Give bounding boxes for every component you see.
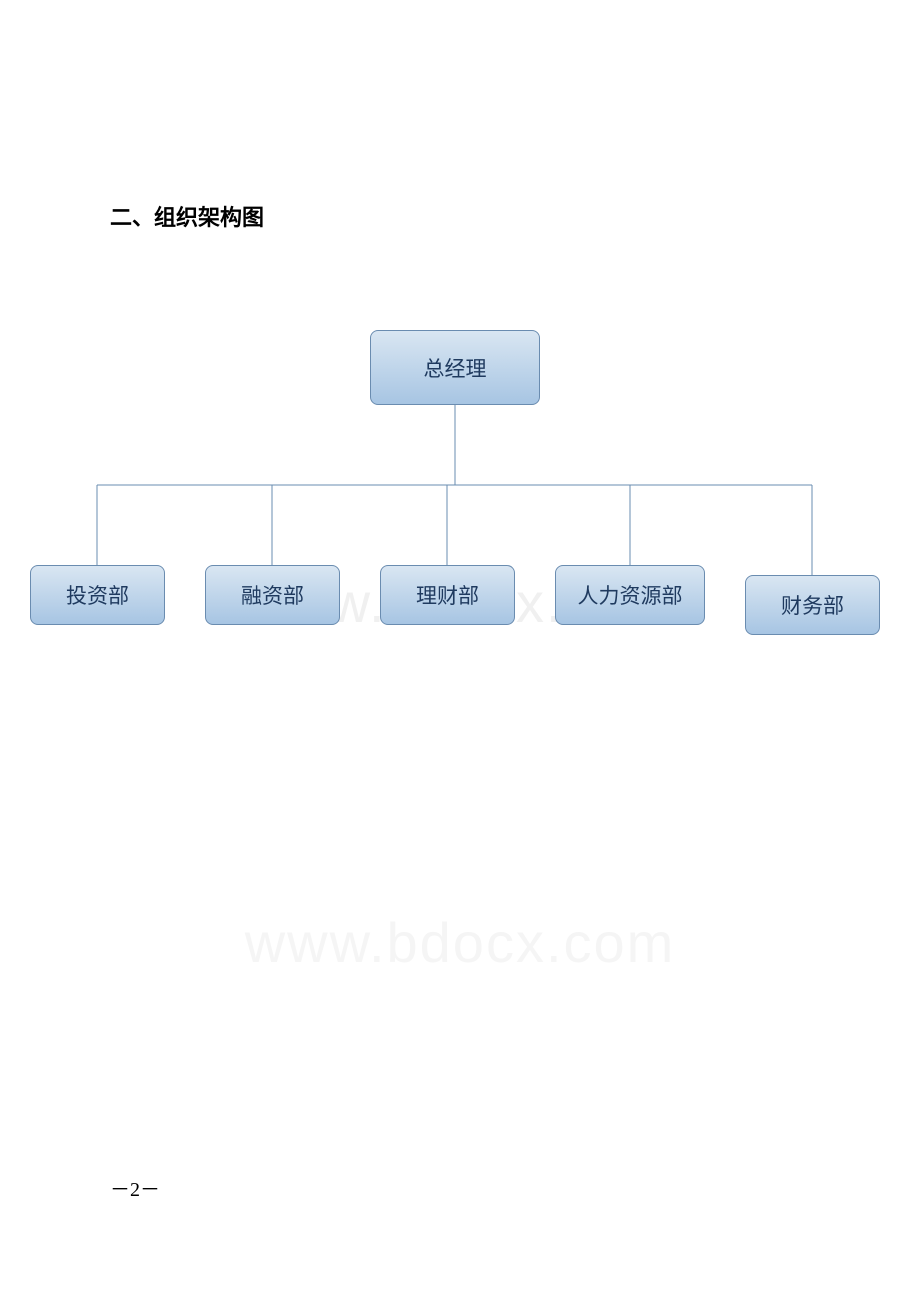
org-chart: 总经理投资部融资部理财部人力资源部财务部: [30, 330, 890, 650]
org-node-child-3: 人力资源部: [555, 565, 705, 625]
page-container: 二、组织架构图 www.bdocx.com www.bdocx.com 总经理投…: [0, 0, 920, 1302]
page-number: －2－: [110, 1173, 160, 1202]
org-node-root: 总经理: [370, 330, 540, 405]
org-node-child-0: 投资部: [30, 565, 165, 625]
section-heading: 二、组织架构图: [110, 200, 264, 232]
org-node-child-1: 融资部: [205, 565, 340, 625]
watermark-text-2: www.bdocx.com: [245, 910, 676, 975]
org-node-child-4: 财务部: [745, 575, 880, 635]
org-node-child-2: 理财部: [380, 565, 515, 625]
